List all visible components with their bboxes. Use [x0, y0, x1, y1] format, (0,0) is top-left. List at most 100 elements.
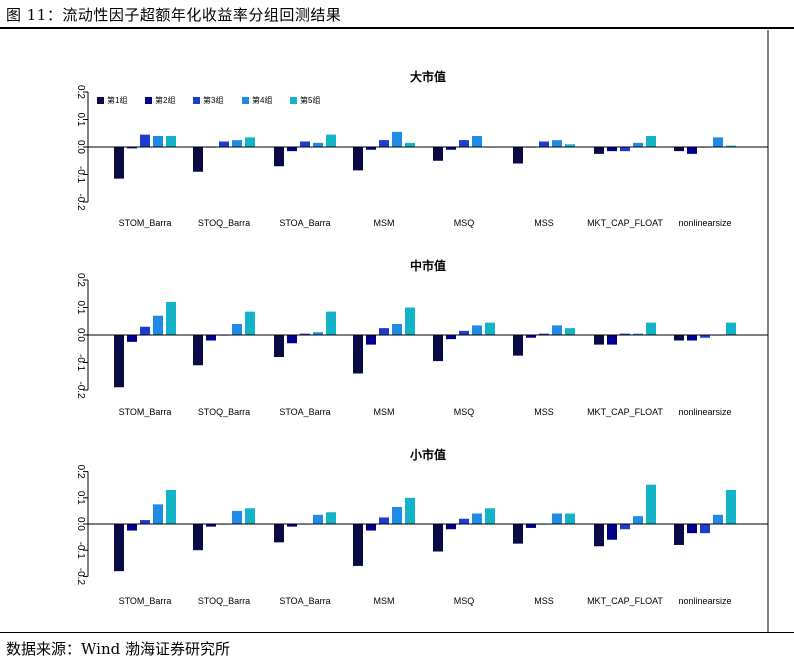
bar-p1-c8-g4 — [713, 137, 723, 147]
category-label-1-3: STOA_Barra — [279, 218, 330, 228]
legend-label-4: 第4组 — [252, 95, 272, 105]
bar-p2-c4-g1 — [353, 335, 363, 374]
bar-p3-c2-g2 — [206, 524, 216, 527]
bar-p2-c5-g3 — [459, 330, 469, 335]
legend-label-5: 第5组 — [300, 95, 320, 105]
category-label-3-5: MSQ — [454, 596, 475, 606]
legend-swatch-3 — [193, 97, 200, 104]
bar-p1-c2-g4 — [232, 140, 242, 147]
bar-p2-c8-g2 — [687, 335, 697, 341]
legend-label-3: 第3组 — [203, 95, 223, 105]
panel-title-2: 中市值 — [410, 258, 446, 273]
category-label-1-2: STOQ_Barra — [198, 218, 250, 228]
category-label-2-2: STOQ_Barra — [198, 407, 250, 417]
bar-p1-c5-g3 — [459, 140, 469, 147]
category-label-1-6: MSS — [534, 218, 554, 228]
panel-title-1: 大市值 — [410, 69, 446, 84]
bar-p1-c6-g4 — [552, 140, 562, 147]
bar-p3-c1-g5 — [166, 489, 176, 524]
bar-p3-c8-g4 — [713, 514, 723, 524]
bar-p1-c6-g1 — [513, 147, 523, 164]
bar-p2-c8-g5 — [726, 322, 736, 335]
y-tick-label-2-3: 0.1 — [75, 301, 86, 315]
category-label-1-1: STOM_Barra — [119, 218, 172, 228]
bar-p3-c3-g5 — [326, 512, 336, 524]
category-label-2-6: MSS — [534, 407, 554, 417]
category-label-2-5: MSQ — [454, 407, 475, 417]
bar-p2-c1-g3 — [140, 326, 150, 335]
bar-p1-c2-g3 — [219, 141, 229, 147]
category-label-3-6: MSS — [534, 596, 554, 606]
bar-p3-c2-g1 — [193, 524, 203, 551]
bar-p3-c7-g5 — [646, 484, 656, 524]
bar-p3-c8-g2 — [687, 524, 697, 534]
bar-p1-c8-g5 — [726, 145, 736, 147]
bar-p3-c5-g5 — [485, 508, 495, 524]
category-label-3-4: MSM — [374, 596, 395, 606]
bar-p2-c4-g3 — [379, 328, 389, 335]
bar-p3-c4-g3 — [379, 517, 389, 524]
category-label-1-8: nonlinearsize — [678, 218, 731, 228]
bar-p3-c6-g2 — [526, 524, 536, 528]
bar-p2-c2-g4 — [232, 324, 242, 335]
bar-p1-c5-g4 — [472, 136, 482, 147]
bar-p1-c2-g5 — [245, 137, 255, 147]
bar-p1-c7-g3 — [620, 147, 630, 152]
bar-p3-c8-g1 — [674, 524, 684, 545]
bar-p2-c6-g5 — [565, 328, 575, 335]
bar-p3-c1-g4 — [153, 504, 163, 524]
y-tick-label-2-1: -0.1 — [75, 354, 86, 372]
bar-p3-c4-g4 — [392, 506, 402, 524]
y-tick-label-1-4: 0.2 — [75, 85, 86, 99]
bar-p2-c5-g5 — [485, 322, 495, 335]
category-label-3-8: nonlinearsize — [678, 596, 731, 606]
bar-p2-c3-g3 — [300, 333, 310, 335]
bar-p2-c4-g2 — [366, 335, 376, 345]
bar-p1-c1-g2 — [127, 147, 137, 149]
bar-p1-c1-g1 — [114, 147, 124, 179]
bar-p3-c1-g3 — [140, 520, 150, 524]
panel-title-3: 小市值 — [410, 447, 446, 462]
legend-label-2: 第2组 — [155, 95, 175, 105]
bar-p2-c3-g1 — [274, 335, 284, 357]
bar-p2-c5-g4 — [472, 325, 482, 335]
bar-p2-c2-g5 — [245, 311, 255, 335]
category-label-3-7: MKT_CAP_FLOAT — [587, 596, 663, 606]
category-label-3-1: STOM_Barra — [119, 596, 172, 606]
category-label-1-5: MSQ — [454, 218, 475, 228]
y-tick-label-3-1: -0.1 — [75, 542, 86, 560]
bar-p1-c1-g4 — [153, 136, 163, 147]
bar-p1-c4-g5 — [405, 142, 415, 147]
bar-p1-c6-g3 — [539, 141, 549, 147]
bar-p2-c7-g4 — [633, 333, 643, 335]
category-label-2-3: STOA_Barra — [279, 407, 330, 417]
category-label-3-3: STOA_Barra — [279, 596, 330, 606]
bar-p3-c8-g5 — [726, 489, 736, 524]
bar-p1-c5-g1 — [433, 147, 443, 161]
bar-p3-c3-g4 — [313, 514, 323, 524]
bar-p3-c5-g2 — [446, 524, 456, 530]
bar-p2-c5-g2 — [446, 335, 456, 340]
bar-p3-c7-g3 — [620, 524, 630, 530]
bar-p3-c1-g2 — [127, 524, 137, 531]
legend-swatch-2 — [145, 97, 152, 104]
bar-p2-c8-g3 — [700, 335, 710, 338]
bar-p2-c1-g1 — [114, 335, 124, 388]
category-label-3-2: STOQ_Barra — [198, 596, 250, 606]
bar-p2-c7-g5 — [646, 322, 656, 335]
bar-p3-c7-g4 — [633, 516, 643, 524]
bar-p3-c5-g1 — [433, 524, 443, 552]
bar-p3-c6-g5 — [565, 513, 575, 524]
bar-p1-c6-g5 — [565, 144, 575, 147]
bar-p1-c4-g3 — [379, 140, 389, 147]
bar-p2-c1-g2 — [127, 335, 137, 342]
top-rule — [0, 27, 794, 29]
bar-p1-c1-g5 — [166, 136, 176, 147]
bar-p2-c1-g4 — [153, 315, 163, 335]
bar-p2-c2-g1 — [193, 335, 203, 366]
bar-p3-c6-g4 — [552, 513, 562, 524]
legend-label-1: 第1组 — [107, 95, 127, 105]
bar-p2-c8-g1 — [674, 335, 684, 341]
bar-p1-c3-g4 — [313, 142, 323, 147]
bar-p3-c3-g1 — [274, 524, 284, 543]
